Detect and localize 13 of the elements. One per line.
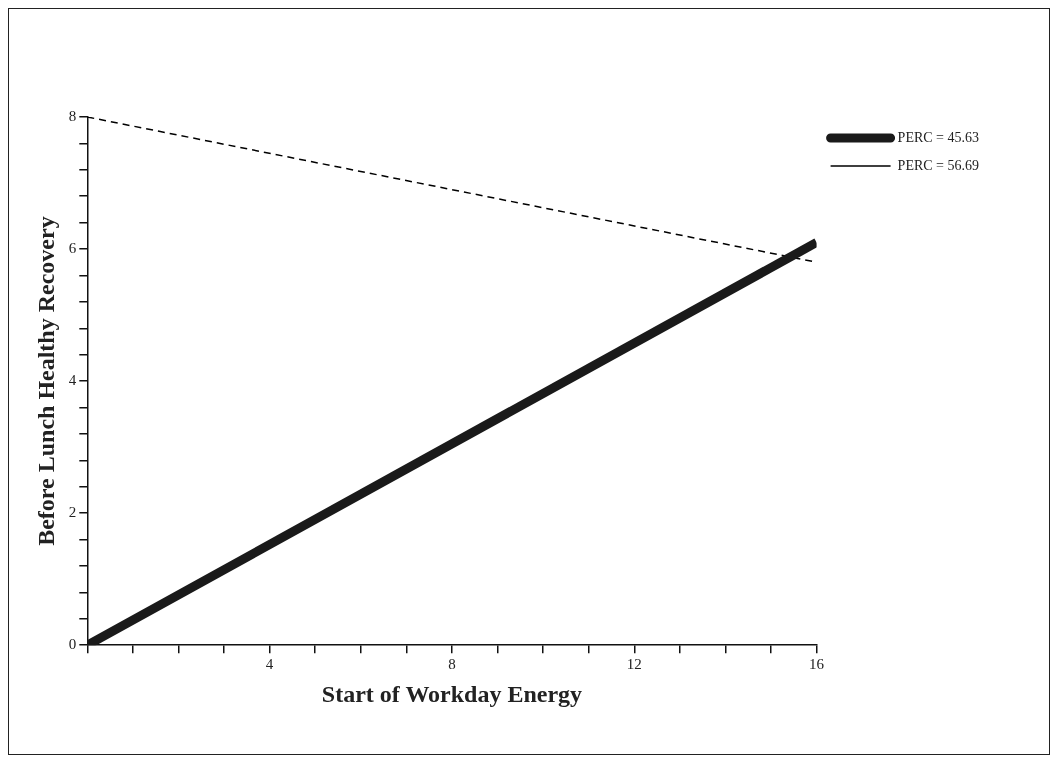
x-tick-label: 8 [448, 656, 456, 673]
y-tick-label: 0 [68, 636, 77, 653]
y-tick-label: 2 [68, 504, 77, 521]
x-axis-title: Start of Workday Energy [321, 680, 583, 707]
y-tick-label: 8 [68, 107, 77, 124]
x-tick-label: 4 [265, 656, 274, 673]
y-axis-title: Before Lunch Healthy Recovery [32, 216, 59, 546]
y-tick-label: 4 [68, 372, 77, 389]
x-tick-label: 16 [809, 656, 825, 673]
legend-label: PERC = 56.69 [897, 157, 980, 173]
x-tick-label: 12 [626, 656, 642, 673]
y-tick-label: 6 [68, 239, 77, 256]
legend-label: PERC = 45.63 [897, 129, 980, 145]
